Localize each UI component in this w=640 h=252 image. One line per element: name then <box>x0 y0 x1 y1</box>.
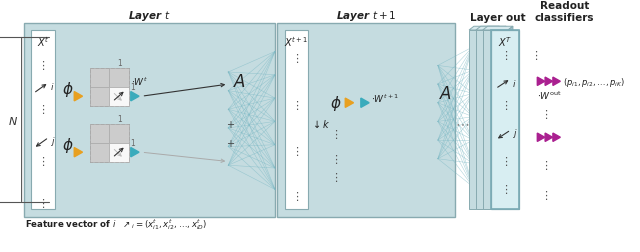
Text: 1: 1 <box>130 139 134 148</box>
Bar <box>285 31 308 209</box>
Polygon shape <box>476 27 506 31</box>
Text: $(p_{i1}, p_{i2}, \ldots, p_{iK})$: $(p_{i1}, p_{i2}, \ldots, p_{iK})$ <box>563 76 625 88</box>
Polygon shape <box>553 134 561 142</box>
Text: ⋮: ⋮ <box>500 100 511 110</box>
Text: $i$: $i$ <box>512 77 516 88</box>
Text: ⋮: ⋮ <box>291 54 302 64</box>
Text: $A$: $A$ <box>234 73 246 91</box>
Polygon shape <box>483 27 513 31</box>
Text: $\cdot W^{\mathrm{out}}$: $\cdot W^{\mathrm{out}}$ <box>538 89 562 101</box>
Text: $j$: $j$ <box>50 134 56 147</box>
Text: +: + <box>226 120 234 130</box>
Text: +: + <box>226 138 234 148</box>
Bar <box>492 31 519 209</box>
Text: ⋯: ⋯ <box>455 117 469 131</box>
Polygon shape <box>538 134 545 142</box>
Text: ⋮: ⋮ <box>330 154 341 164</box>
Polygon shape <box>553 78 561 86</box>
Bar <box>277 24 456 217</box>
Text: Layer $t+1$: Layer $t+1$ <box>336 9 397 22</box>
Text: ⋮: ⋮ <box>38 61 49 71</box>
Bar <box>31 31 55 209</box>
Text: ⋮: ⋮ <box>540 190 550 200</box>
Text: Layer $t$: Layer $t$ <box>128 9 171 22</box>
Text: ⋮: ⋮ <box>330 129 341 139</box>
Text: ⋮: ⋮ <box>38 198 49 208</box>
Bar <box>90 125 129 162</box>
Text: ⋮: ⋮ <box>291 191 302 201</box>
Text: ⋮: ⋮ <box>500 184 511 194</box>
Text: Readout
classifiers: Readout classifiers <box>535 1 595 22</box>
Polygon shape <box>131 92 139 102</box>
Text: $i$: $i$ <box>50 81 54 92</box>
Polygon shape <box>74 148 83 157</box>
Text: ⋮: ⋮ <box>530 51 541 61</box>
Bar <box>492 31 519 209</box>
Polygon shape <box>131 148 139 157</box>
Text: $X^{t+1}$: $X^{t+1}$ <box>284 35 308 48</box>
Text: $\cdot W^{t+1}$: $\cdot W^{t+1}$ <box>371 92 399 105</box>
Text: ⋮: ⋮ <box>330 173 341 183</box>
Text: $\phi$: $\phi$ <box>61 136 73 155</box>
Bar <box>90 69 109 87</box>
Text: $\cdot W^t$: $\cdot W^t$ <box>131 76 148 88</box>
Text: 1: 1 <box>116 59 122 68</box>
Bar <box>476 31 501 209</box>
Text: $\phi$: $\phi$ <box>330 94 341 113</box>
Bar <box>483 31 508 209</box>
Text: $X^T$: $X^T$ <box>498 35 513 48</box>
Text: $\phi$: $\phi$ <box>61 80 73 99</box>
Polygon shape <box>74 92 83 102</box>
Text: $N$: $N$ <box>8 114 18 126</box>
Text: Feature vector of $i$  $\nearrow_i = (x^t_{i1}, x^t_{i2}, \ldots, x^t_{iD})$: Feature vector of $i$ $\nearrow_i = (x^t… <box>26 216 208 231</box>
Polygon shape <box>538 78 545 86</box>
Text: ⋮: ⋮ <box>500 51 511 61</box>
Bar <box>109 143 129 162</box>
Bar <box>109 87 129 106</box>
Bar <box>109 125 129 143</box>
Bar <box>109 69 129 87</box>
Text: ⋮: ⋮ <box>291 100 302 110</box>
Bar <box>90 125 109 143</box>
Bar <box>24 24 275 217</box>
Text: ⋮: ⋮ <box>540 161 550 171</box>
Text: ⋮: ⋮ <box>38 156 49 166</box>
Text: $\downarrow k$: $\downarrow k$ <box>311 118 331 129</box>
Polygon shape <box>495 27 499 209</box>
Polygon shape <box>345 99 353 108</box>
Polygon shape <box>545 78 552 86</box>
Text: 1: 1 <box>130 83 134 92</box>
Text: Layer out: Layer out <box>470 13 526 22</box>
Text: ⋮: ⋮ <box>291 147 302 157</box>
Bar <box>469 31 495 209</box>
Polygon shape <box>361 99 369 108</box>
Polygon shape <box>508 27 513 209</box>
Bar <box>90 143 109 162</box>
Text: $j$: $j$ <box>512 127 518 140</box>
Polygon shape <box>469 27 499 31</box>
Text: $X^t$: $X^t$ <box>36 35 49 48</box>
Bar <box>90 87 109 106</box>
Polygon shape <box>545 134 552 142</box>
Text: ⋮: ⋮ <box>500 156 511 166</box>
Text: 1: 1 <box>116 115 122 124</box>
Polygon shape <box>501 27 506 209</box>
Text: ⋮: ⋮ <box>38 105 49 115</box>
Text: $A$: $A$ <box>439 85 452 103</box>
Bar <box>90 69 129 106</box>
Text: ⋮: ⋮ <box>540 110 550 119</box>
